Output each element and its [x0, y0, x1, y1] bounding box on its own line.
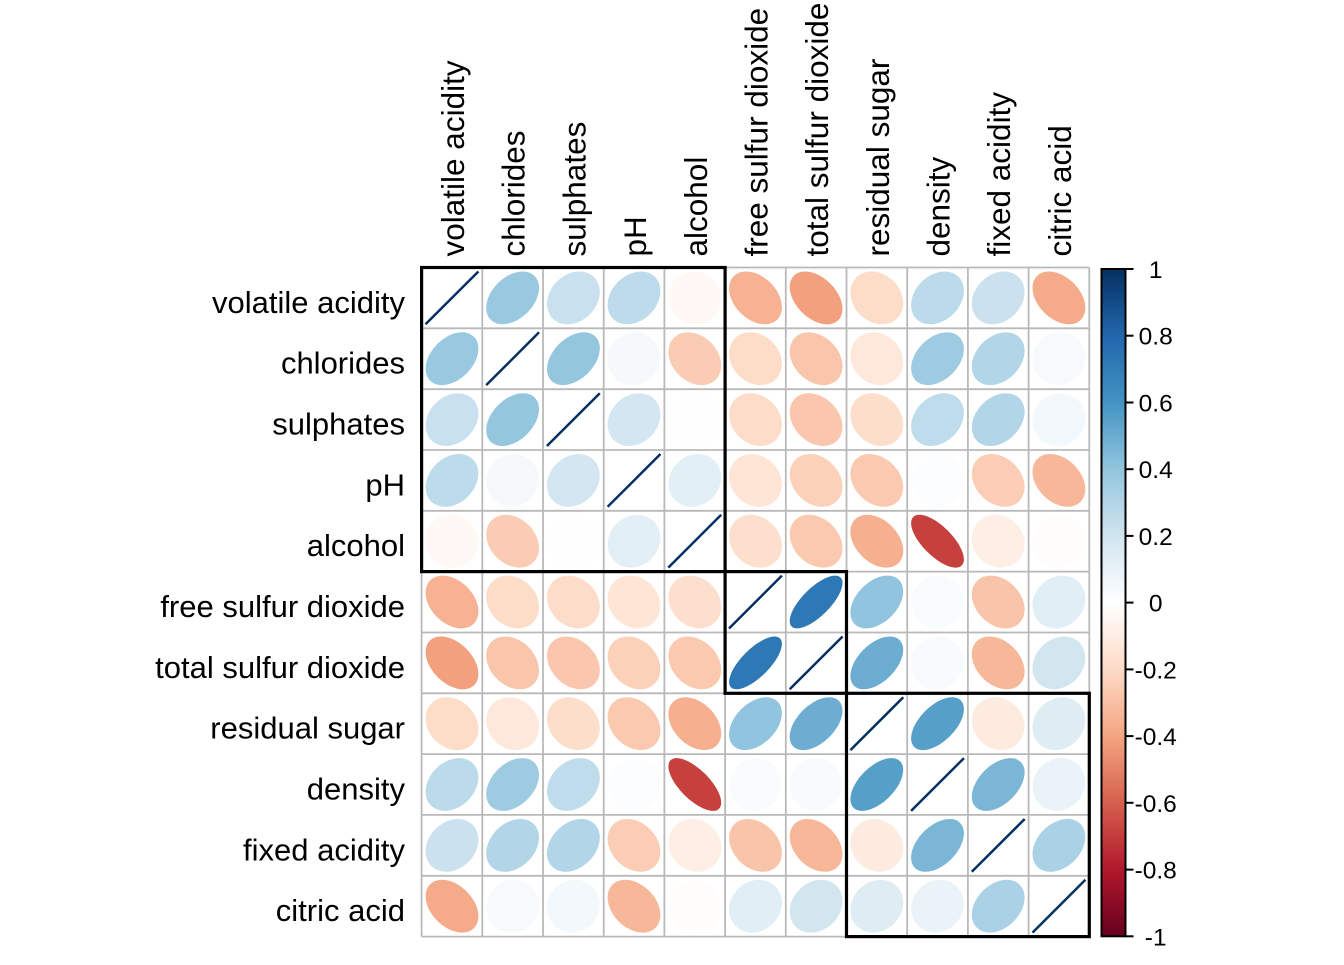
svg-text:free sulfur dioxide: free sulfur dioxide [739, 8, 775, 257]
svg-text:free sulfur dioxide: free sulfur dioxide [160, 589, 405, 624]
svg-text:density: density [307, 772, 406, 807]
svg-text:-0.6: -0.6 [1135, 791, 1177, 818]
svg-text:chlorides: chlorides [281, 346, 405, 381]
svg-text:-0.4: -0.4 [1135, 724, 1177, 751]
svg-text:sulphates: sulphates [556, 122, 592, 257]
svg-text:pH: pH [365, 467, 405, 502]
svg-text:0.8: 0.8 [1139, 324, 1173, 351]
svg-text:pH: pH [617, 216, 653, 256]
svg-text:chlorides: chlorides [496, 130, 532, 256]
svg-text:-0.2: -0.2 [1135, 657, 1177, 684]
svg-text:residual sugar: residual sugar [860, 59, 896, 257]
svg-text:density: density [921, 156, 957, 256]
svg-text:volatile acidity: volatile acidity [435, 60, 471, 256]
svg-text:-0.8: -0.8 [1135, 858, 1177, 885]
svg-text:1: 1 [1149, 257, 1163, 284]
svg-text:total sulfur dioxide: total sulfur dioxide [155, 650, 405, 685]
svg-text:0.2: 0.2 [1139, 524, 1173, 551]
svg-text:fixed acidity: fixed acidity [981, 92, 1017, 257]
svg-text:sulphates: sulphates [272, 407, 405, 442]
svg-text:0.6: 0.6 [1139, 391, 1173, 418]
svg-text:citric acid: citric acid [1042, 125, 1078, 256]
svg-text:0.4: 0.4 [1139, 457, 1173, 484]
svg-text:fixed acidity: fixed acidity [243, 832, 405, 867]
svg-text:alcohol: alcohol [307, 528, 405, 563]
svg-text:residual sugar: residual sugar [210, 711, 405, 746]
svg-text:0: 0 [1149, 591, 1163, 618]
svg-text:alcohol: alcohol [678, 157, 714, 257]
svg-text:citric acid: citric acid [276, 893, 405, 928]
svg-text:-1: -1 [1145, 924, 1167, 951]
svg-text:volatile acidity: volatile acidity [212, 285, 405, 320]
svg-text:total sulfur dioxide: total sulfur dioxide [799, 3, 835, 257]
